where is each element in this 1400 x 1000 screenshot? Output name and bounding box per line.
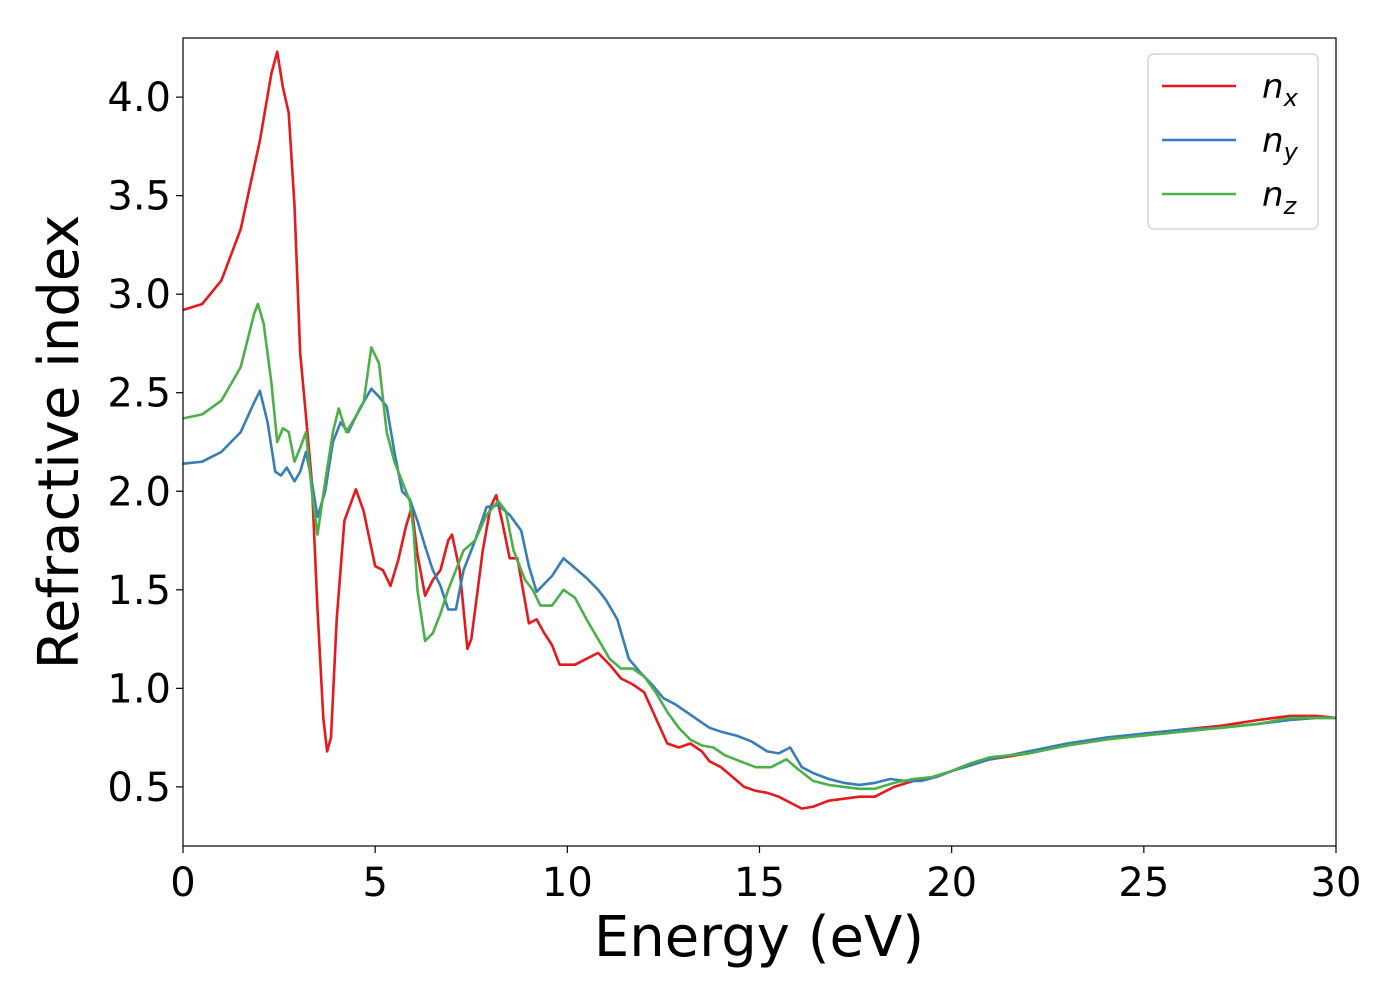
legend-label-x: nx [1262, 67, 1299, 112]
x-tick-label: 30 [1311, 860, 1362, 906]
x-tick-label: 0 [170, 860, 195, 906]
x-tick-label: 20 [926, 860, 977, 906]
x-tick-label: 25 [1118, 860, 1169, 906]
legend-label-y: ny [1262, 121, 1299, 166]
x-tick-label: 10 [542, 860, 593, 906]
y-axis-label: Refractive index [27, 215, 92, 670]
legend: nx ny nz [1147, 53, 1319, 230]
legend-label-z: nz [1262, 175, 1298, 220]
plot-area [183, 38, 1336, 846]
y-tick-label: 3.0 [107, 272, 171, 318]
y-tick-label: 1.0 [107, 666, 171, 712]
y-tick-label: 2.0 [107, 469, 171, 515]
x-tick-label: 5 [362, 860, 387, 906]
series-line-x [183, 50, 1336, 810]
series-line-y [183, 387, 1336, 787]
y-tick-label: 1.5 [107, 568, 171, 614]
x-tick-label: 15 [734, 860, 785, 906]
series-line-z [183, 302, 1336, 791]
y-tick-label: 0.5 [107, 765, 171, 811]
y-axis-ticks: 0.5 1.0 1.5 2.0 2.5 3.0 3.5 4.0 [107, 75, 183, 811]
legend-box [1147, 53, 1319, 230]
y-tick-label: 2.5 [107, 371, 171, 417]
x-axis-ticks: 0 5 10 15 20 25 30 [170, 846, 1361, 906]
x-axis-label: Energy (eV) [594, 905, 924, 970]
series-lines [183, 50, 1336, 810]
y-tick-label: 4.0 [107, 75, 171, 121]
y-tick-label: 3.5 [107, 174, 171, 220]
